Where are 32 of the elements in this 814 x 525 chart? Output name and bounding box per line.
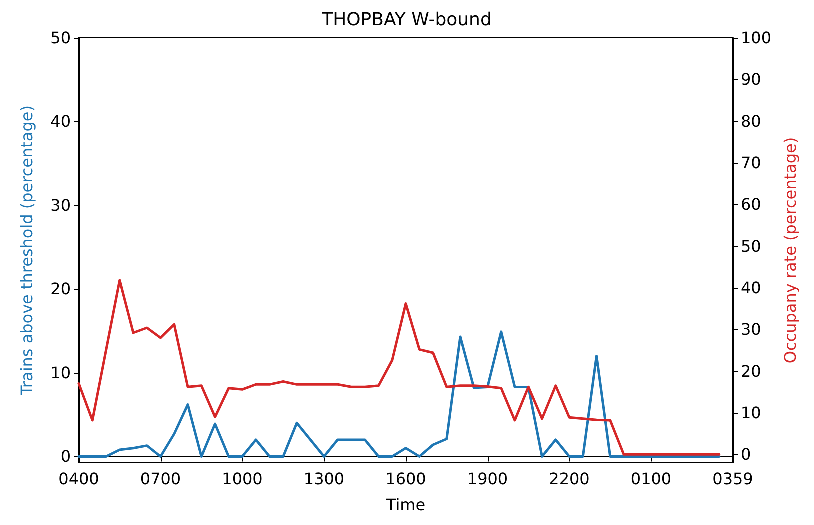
y-axis-title: Trains above threshold (percentage) <box>18 106 36 396</box>
x-tick-label: 0100 <box>630 470 672 488</box>
y-tick-label: 30 <box>50 196 71 215</box>
y2-tick-label: 60 <box>741 195 762 214</box>
y-tick-label: 40 <box>50 112 71 132</box>
x-tick-label: 2200 <box>549 470 590 488</box>
y2-tick-label: 90 <box>741 70 762 90</box>
y2-tick-label: 100 <box>741 28 772 48</box>
line-series <box>78 279 721 456</box>
x-axis-title: Time <box>385 496 426 514</box>
y-tick-label: 0 <box>60 447 71 466</box>
x-tick-label: 0400 <box>58 470 100 488</box>
y2-tick-label: 10 <box>741 404 762 422</box>
x-tick-label: 1900 <box>467 470 508 488</box>
y2-tick-label: 20 <box>741 362 762 381</box>
y2-tick-label: 50 <box>741 236 762 256</box>
line-series <box>78 330 721 458</box>
y2-tick-label: 70 <box>741 154 762 172</box>
x-tick-label: 1600 <box>386 470 426 488</box>
x-tick-label: 0700 <box>140 470 182 488</box>
y2-tick-label: 0 <box>741 445 752 464</box>
y2-tick-label: 80 <box>741 112 762 131</box>
x-tick-label: 1300 <box>304 470 345 488</box>
y-tick-label: 50 <box>50 28 71 48</box>
y2-tick-label: 40 <box>741 278 762 298</box>
x-tick-label: 1000 <box>222 470 263 488</box>
y2-axis-title: Occupany rate (percentage) <box>780 137 800 364</box>
x-tick-label: 0359 <box>712 470 754 488</box>
y-tick-label: 20 <box>50 280 71 299</box>
chart-title: THOPBAY W-bound <box>321 10 492 30</box>
y-tick-label: 10 <box>50 363 71 382</box>
y2-tick-label: 30 <box>741 320 762 340</box>
